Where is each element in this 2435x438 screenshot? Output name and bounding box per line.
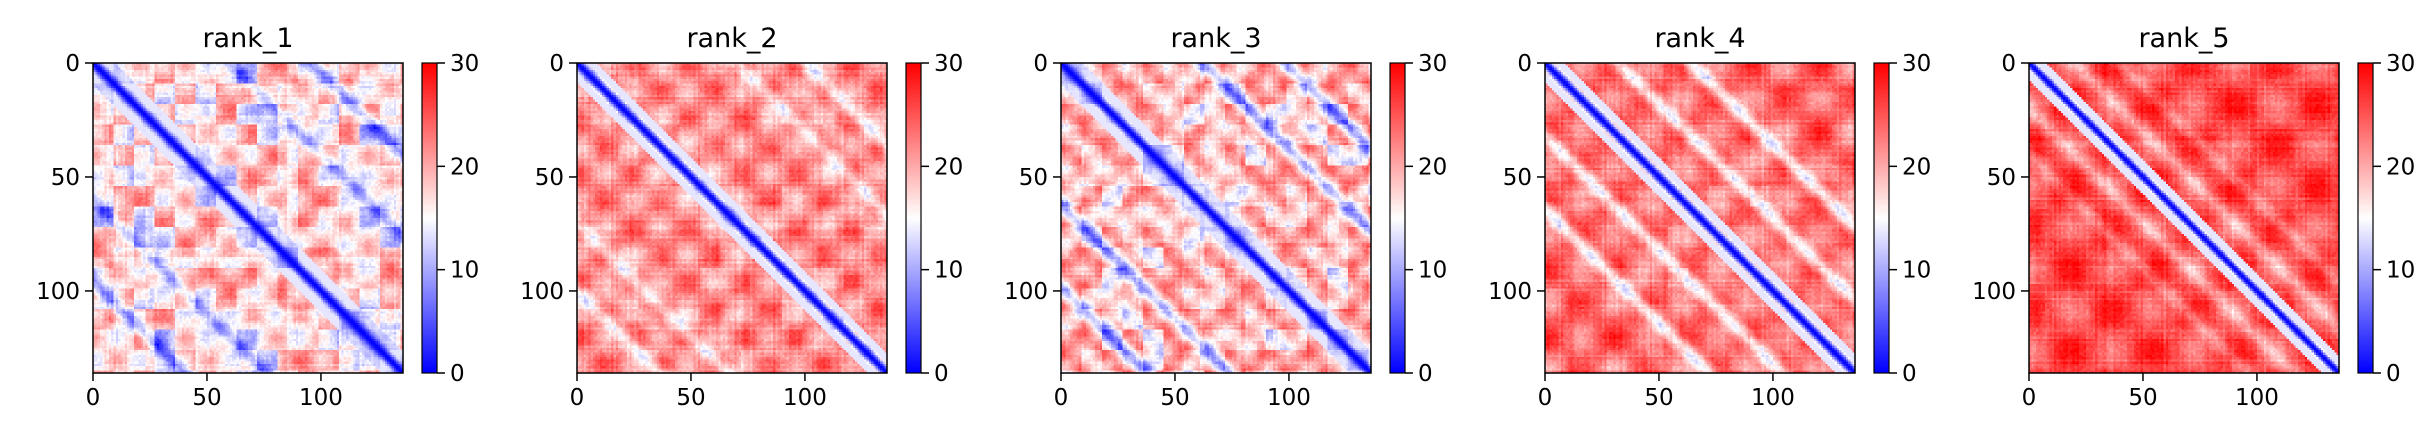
colorbar-tick-label: 20	[1902, 154, 1931, 180]
colorbar-tick-label: 20	[1418, 154, 1447, 180]
y-tick-label: 0	[2001, 51, 2016, 77]
colorbar-gradient	[906, 63, 921, 373]
x-tick-label: 0	[570, 385, 585, 411]
y-tick-label: 100	[36, 279, 80, 305]
colorbar-tick-label: 10	[934, 258, 963, 284]
y-tick-label: 0	[65, 51, 80, 77]
colorbar-frame	[2357, 62, 2374, 374]
y-tick-label: 50	[1019, 165, 1048, 191]
heatmap-title: rank_5	[2138, 23, 2229, 54]
heatmap-image	[93, 63, 403, 373]
colorbar-gradient	[2358, 63, 2373, 373]
x-tick-label: 50	[1160, 385, 1189, 411]
heatmap-panel-5: rank_5 0 50 100 0 50 100 0 10 20 30	[1972, 23, 2415, 411]
colorbar-tick-label: 10	[1418, 258, 1447, 284]
colorbar-tick-label: 10	[2386, 258, 2415, 284]
y-tick-label: 100	[1004, 279, 1048, 305]
axes-frame	[1060, 62, 1372, 374]
heatmap-title: rank_1	[202, 23, 293, 54]
x-tick-label: 50	[192, 385, 221, 411]
axes-frame	[1544, 62, 1856, 374]
x-tick-label: 50	[1644, 385, 1673, 411]
colorbar-tick-label: 20	[934, 154, 963, 180]
colorbar-tick-label: 0	[450, 361, 465, 387]
y-tick-label: 100	[1972, 279, 2016, 305]
colorbar-tick-label: 0	[1418, 361, 1433, 387]
colorbar-tick-label: 30	[1902, 51, 1931, 77]
colorbar-tick-label: 30	[934, 51, 963, 77]
y-tick-label: 100	[520, 279, 564, 305]
colorbar-tick-label: 10	[1902, 258, 1931, 284]
y-tick-label: 100	[1488, 279, 1532, 305]
axes-frame	[2028, 62, 2340, 374]
axes-frame	[576, 62, 888, 374]
colorbar-frame	[1389, 62, 1406, 374]
y-tick-label: 50	[535, 165, 564, 191]
axes-frame	[92, 62, 404, 374]
colorbar-tick-label: 30	[450, 51, 479, 77]
colorbar-tick-label: 0	[2386, 361, 2401, 387]
heatmap-title: rank_3	[1170, 23, 1261, 54]
colorbar-tick-label: 20	[2386, 154, 2415, 180]
x-tick-label: 100	[1751, 385, 1795, 411]
colorbar-frame	[421, 62, 438, 374]
colorbar-gradient	[422, 63, 437, 373]
heatmap-panel-1: rank_1 0 50 100 0 50 100 0 10 20 30	[36, 23, 479, 411]
heatmap-panel-2: rank_2 0 50 100 0 50 100 0 10 20 30	[520, 23, 963, 411]
x-tick-label: 100	[2235, 385, 2279, 411]
colorbar-tick-label: 30	[1418, 51, 1447, 77]
heatmap-image	[1545, 63, 1855, 373]
colorbar-frame	[905, 62, 922, 374]
x-tick-label: 50	[2128, 385, 2157, 411]
heatmap-title: rank_2	[686, 23, 777, 54]
colorbar-tick-label: 30	[2386, 51, 2415, 77]
x-tick-label: 50	[676, 385, 705, 411]
colorbar-frame	[1873, 62, 1890, 374]
x-tick-label: 0	[86, 385, 101, 411]
y-tick-label: 0	[549, 51, 564, 77]
y-tick-label: 0	[1517, 51, 1532, 77]
x-tick-label: 100	[1267, 385, 1311, 411]
colorbar-gradient	[1874, 63, 1889, 373]
y-tick-label: 50	[1987, 165, 2016, 191]
colorbar-tick-label: 20	[450, 154, 479, 180]
x-tick-label: 0	[1538, 385, 1553, 411]
x-tick-label: 100	[299, 385, 343, 411]
colorbar-gradient	[1390, 63, 1405, 373]
y-tick-label: 50	[51, 165, 80, 191]
heatmap-panel-4: rank_4 0 50 100 0 50 100 0 10 20 30	[1488, 23, 1931, 411]
x-tick-label: 0	[1054, 385, 1069, 411]
x-tick-label: 0	[2022, 385, 2037, 411]
colorbar-tick-label: 0	[1902, 361, 1917, 387]
colorbar-tick-label: 0	[934, 361, 949, 387]
y-tick-label: 0	[1033, 51, 1048, 77]
heatmap-image	[577, 63, 887, 373]
heatmap-image	[2029, 63, 2339, 373]
y-tick-label: 50	[1503, 165, 1532, 191]
heatmap-panel-3: rank_3 0 50 100 0 50 100 0 10 20 30	[1004, 23, 1447, 411]
heatmap-image	[1061, 63, 1371, 373]
x-tick-label: 100	[783, 385, 827, 411]
heatmap-title: rank_4	[1654, 23, 1745, 54]
colorbar-tick-label: 10	[450, 258, 479, 284]
